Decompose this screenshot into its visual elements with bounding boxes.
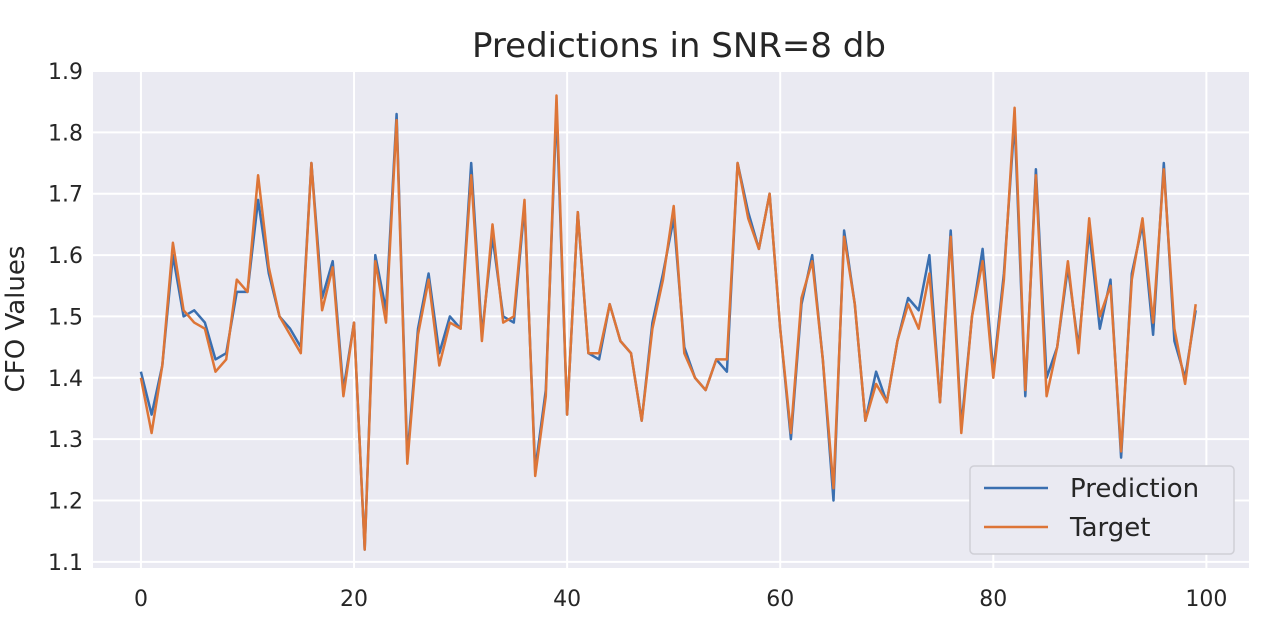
y-tick-label: 1.8 (48, 121, 83, 146)
y-tick-label: 1.9 (48, 60, 83, 85)
chart-title: Predictions in SNR=8 db (472, 26, 886, 66)
x-tick-labels: 0 20 40 60 80 100 (134, 587, 1227, 612)
legend-label-prediction: Prediction (1070, 474, 1199, 504)
legend: Prediction Target (969, 465, 1235, 555)
y-tick-label: 1.2 (48, 490, 83, 515)
x-tick-label: 80 (979, 587, 1007, 612)
legend-label-target: Target (1069, 513, 1150, 543)
x-tick-label: 20 (340, 587, 368, 612)
y-tick-label: 1.6 (48, 244, 83, 269)
y-tick-label: 1.3 (48, 428, 83, 453)
y-tick-label: 1.4 (48, 367, 83, 392)
series-line-target (139, 94, 1197, 551)
y-tick-labels: 1.1 1.2 1.3 1.4 1.5 1.6 1.7 1.8 1.9 (48, 60, 83, 576)
x-tick-label: 100 (1185, 587, 1227, 612)
y-axis-label: CFO Values (1, 246, 31, 393)
y-tick-label: 1.7 (48, 183, 83, 208)
y-tick-label: 1.5 (48, 305, 83, 330)
y-tick-label: 1.1 (48, 551, 83, 576)
x-tick-label: 40 (553, 587, 581, 612)
gridlines (93, 70, 1249, 568)
series-layer (139, 94, 1197, 551)
x-tick-label: 60 (766, 587, 794, 612)
x-tick-label: 0 (134, 587, 148, 612)
